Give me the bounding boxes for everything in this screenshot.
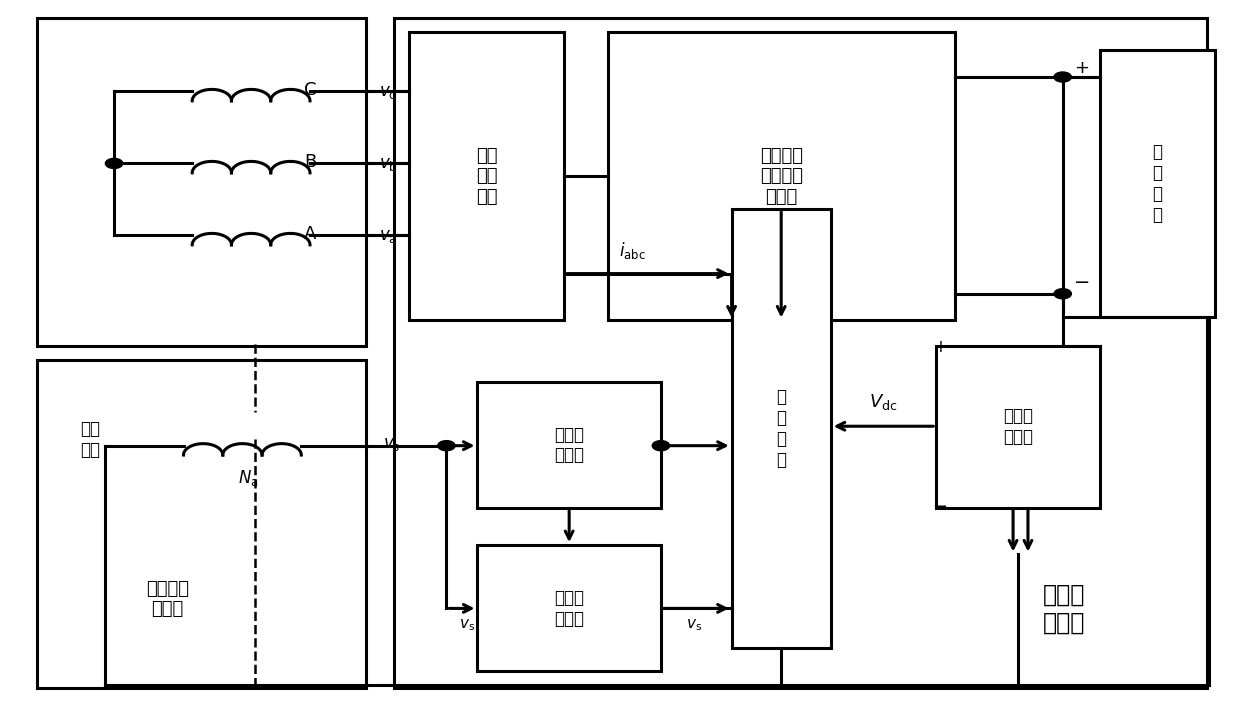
Text: $v_{\rm b}$: $v_{\rm b}$ <box>379 155 398 173</box>
Text: $v_{\rm a}$: $v_{\rm a}$ <box>379 227 397 245</box>
Text: B: B <box>304 153 316 171</box>
Text: 控
制
电
路: 控 制 电 路 <box>776 388 786 469</box>
Text: $N_{\rm a}$: $N_{\rm a}$ <box>238 468 258 488</box>
Text: 电压检
测电路: 电压检 测电路 <box>1003 407 1033 446</box>
Bar <box>477 382 661 508</box>
Text: $v_{\rm s}$: $v_{\rm s}$ <box>460 617 475 633</box>
Text: A: A <box>304 225 316 243</box>
Bar <box>1100 50 1215 317</box>
Text: 位置检
测装置: 位置检 测装置 <box>1043 582 1085 634</box>
Text: $i_{\rm abc}$: $i_{\rm abc}$ <box>619 240 646 261</box>
Text: +: + <box>1074 59 1089 77</box>
Text: $-$: $-$ <box>1073 271 1090 290</box>
Bar <box>608 32 955 320</box>
Circle shape <box>1054 289 1071 299</box>
Text: $v_{\rm c}$: $v_{\rm c}$ <box>379 83 397 101</box>
Text: 直
流
母
线: 直 流 母 线 <box>1152 143 1163 224</box>
Text: $-$: $-$ <box>932 497 947 514</box>
Text: 相位锁
定电路: 相位锁 定电路 <box>554 589 584 628</box>
Text: +: + <box>932 338 947 356</box>
Bar <box>37 360 366 688</box>
Bar <box>37 18 366 346</box>
Text: $v_{\rm s}$: $v_{\rm s}$ <box>383 435 401 454</box>
Bar <box>936 346 1100 508</box>
Circle shape <box>438 441 455 451</box>
Text: 电流
检测
电路: 电流 检测 电路 <box>476 147 497 206</box>
Text: 频率锁
定电路: 频率锁 定电路 <box>554 426 584 464</box>
Text: $V_{\rm dc}$: $V_{\rm dc}$ <box>869 392 897 412</box>
Text: C: C <box>304 81 316 99</box>
Bar <box>477 545 661 671</box>
Text: 起动发电
复用电源
变换器: 起动发电 复用电源 变换器 <box>760 147 802 206</box>
Text: 辅助
绕组: 辅助 绕组 <box>81 420 100 459</box>
Bar <box>409 32 564 320</box>
Text: $v_{\rm s}$: $v_{\rm s}$ <box>687 617 702 633</box>
Circle shape <box>105 158 123 168</box>
Bar <box>394 18 1207 688</box>
Circle shape <box>1054 72 1071 82</box>
Circle shape <box>652 441 670 451</box>
Text: 永磁起动
发电机: 永磁起动 发电机 <box>146 580 188 618</box>
Bar <box>732 209 831 648</box>
